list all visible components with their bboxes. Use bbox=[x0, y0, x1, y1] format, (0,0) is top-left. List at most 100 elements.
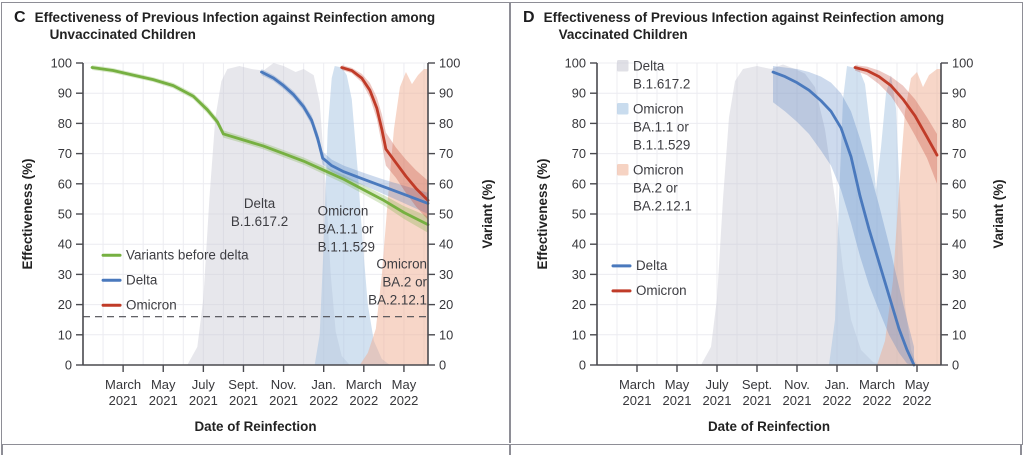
x-tick-year: 2021 bbox=[663, 393, 692, 408]
y-tick-label-left: 30 bbox=[58, 267, 72, 282]
panel-c: C Effectiveness of Previous Infection ag… bbox=[2, 2, 509, 443]
y-tick-label-left: 10 bbox=[58, 327, 72, 342]
panel-c-title: Effectiveness of Previous Infection agai… bbox=[35, 9, 436, 43]
y-tick-label-left: 40 bbox=[58, 237, 72, 252]
y-tick-label-left: 70 bbox=[572, 146, 586, 161]
series-line-omicron bbox=[853, 66, 939, 157]
y-axis-label: Effectiveness (%) bbox=[20, 159, 35, 270]
y-tick-label-left: 80 bbox=[572, 116, 586, 131]
x-tick-month: Nov. bbox=[271, 377, 297, 392]
y-tick-label-left: 40 bbox=[572, 237, 586, 252]
next-row-border-stub bbox=[1, 444, 3, 455]
x-tick-year: 2022 bbox=[389, 393, 418, 408]
legend-label-ba-2-or: BA.2 or bbox=[633, 181, 678, 196]
y-tick-label-right: 60 bbox=[439, 176, 453, 191]
legend-label-variants-before-delta: Variants before delta bbox=[126, 247, 249, 262]
y-axis-label: Effectiveness (%) bbox=[535, 159, 550, 270]
y-tick-label-right: 10 bbox=[952, 327, 966, 342]
next-row-divider-stub bbox=[509, 444, 511, 455]
legend-box-swatch-omicron bbox=[617, 103, 629, 115]
y-tick-label-left: 80 bbox=[58, 116, 72, 131]
legend-label-b-1-617-2: B.1.617.2 bbox=[633, 77, 690, 92]
y-tick-label-left: 70 bbox=[58, 146, 72, 161]
x-tick-month: May bbox=[665, 377, 690, 392]
panel-d-header: D Effectiveness of Previous Infection ag… bbox=[523, 9, 944, 43]
legend-label-ba-2-12-1: BA.2.12.1 bbox=[633, 199, 692, 214]
legend-label-delta: Delta bbox=[126, 272, 158, 287]
y-tick-label-left: 0 bbox=[579, 358, 586, 373]
x-tick-year: 2021 bbox=[743, 393, 772, 408]
legend-label-omicron: Omicron bbox=[636, 283, 687, 298]
y-tick-label-left: 50 bbox=[58, 207, 72, 222]
y-tick-label-right: 70 bbox=[952, 146, 966, 161]
y-tick-label-left: 30 bbox=[572, 267, 586, 282]
chart-unvaccinated-children: 0 0 10 10 20 20 30 30 40 40 50 50 60 60 70 70 80 80 90 90 10… bbox=[20, 56, 495, 435]
panel-d-title-line2: Vaccinated Children bbox=[558, 27, 688, 42]
variant-area-omicron-ba-1-1-or-b-1-1-529 bbox=[314, 66, 390, 365]
x-tick-month: July bbox=[705, 377, 729, 392]
y-tick-label-right: 100 bbox=[952, 56, 973, 71]
y-tick-label-right: 60 bbox=[952, 176, 966, 191]
x-axis-label: Date of Reinfection bbox=[194, 419, 316, 434]
y-tick-label-left: 60 bbox=[58, 176, 72, 191]
y-tick-label-left: 90 bbox=[572, 86, 586, 101]
x-tick-month: May bbox=[392, 377, 417, 392]
legend-label-omicron: Omicron bbox=[633, 163, 684, 178]
x-tick-year: 2021 bbox=[623, 393, 652, 408]
y-tick-label-right: 40 bbox=[952, 237, 966, 252]
y-tick-label-right: 40 bbox=[439, 237, 453, 252]
panel-c-title-line1: Effectiveness of Previous Infection agai… bbox=[34, 10, 436, 25]
x-tick-month: March bbox=[346, 377, 382, 392]
y-tick-label-right: 80 bbox=[439, 116, 453, 131]
x-tick-month: July bbox=[192, 377, 216, 392]
x-tick-year: 2021 bbox=[229, 393, 258, 408]
panel-d-title-line1: Effectiveness of Previous Infection agai… bbox=[543, 10, 945, 25]
y-tick-label-right: 90 bbox=[439, 86, 453, 101]
x-tick-month: Jan. bbox=[311, 377, 336, 392]
legend-label-b-1-1-529: B.1.1.529 bbox=[633, 138, 690, 153]
x-tick-year: 2021 bbox=[149, 393, 178, 408]
annotation-omicron-ba-2-or-ba-2-12-1: Omicron bbox=[376, 256, 427, 271]
panel-d-title: Effectiveness of Previous Infection agai… bbox=[544, 9, 945, 43]
annotation-omicron-ba-2-or-ba-2-12-1: BA.2.12.1 bbox=[368, 292, 427, 307]
y-tick-label-left: 60 bbox=[572, 176, 586, 191]
y-tick-label-left: 0 bbox=[65, 358, 72, 373]
legend-label-omicron: Omicron bbox=[126, 297, 177, 312]
x-tick-year: 2021 bbox=[189, 393, 218, 408]
y-tick-label-right: 10 bbox=[439, 327, 453, 342]
legend-box-swatch-delta bbox=[617, 60, 629, 72]
x-tick-year: 2022 bbox=[823, 393, 852, 408]
series-line-delta bbox=[771, 70, 916, 367]
legend-label-ba-1-1-or: BA.1.1 or bbox=[633, 120, 689, 135]
variant-area-omicron-ba-2-or-ba-2-12-1 bbox=[877, 69, 941, 365]
panel-c-header: C Effectiveness of Previous Infection ag… bbox=[14, 9, 435, 43]
y-tick-label-right: 50 bbox=[952, 207, 966, 222]
next-row-border-stub bbox=[1020, 444, 1022, 455]
y-tick-label-left: 20 bbox=[58, 297, 72, 312]
variant-area-omicron-ba-2-or-ba-2-12-1 bbox=[359, 69, 428, 365]
legend-label-omicron: Omicron bbox=[633, 102, 684, 117]
x-tick-year: 2022 bbox=[309, 393, 338, 408]
y-tick-label-right: 0 bbox=[439, 358, 446, 373]
series-line-omicron bbox=[340, 66, 430, 202]
x-tick-month: Sept. bbox=[742, 377, 772, 392]
x-tick-year: 2022 bbox=[903, 393, 932, 408]
y-tick-label-left: 50 bbox=[572, 207, 586, 222]
panel-c-title-line2: Unvaccinated Children bbox=[49, 27, 196, 42]
y-tick-label-left: 20 bbox=[572, 297, 586, 312]
x-tick-month: Nov. bbox=[784, 377, 810, 392]
x-tick-year: 2021 bbox=[269, 393, 298, 408]
x-tick-month: March bbox=[859, 377, 895, 392]
y-tick-label-right: 30 bbox=[439, 267, 453, 282]
x-tick-year: 2022 bbox=[863, 393, 892, 408]
x-tick-year: 2021 bbox=[703, 393, 732, 408]
y-tick-label-left: 90 bbox=[58, 86, 72, 101]
panel-d-letter: D bbox=[523, 9, 535, 26]
y-tick-label-right: 100 bbox=[439, 56, 460, 71]
y-tick-label-right: 90 bbox=[952, 86, 966, 101]
panel-c-letter: C bbox=[14, 9, 26, 26]
x-tick-month: March bbox=[619, 377, 655, 392]
y-tick-label-right: 20 bbox=[439, 297, 453, 312]
y-tick-label-left: 100 bbox=[51, 56, 72, 71]
